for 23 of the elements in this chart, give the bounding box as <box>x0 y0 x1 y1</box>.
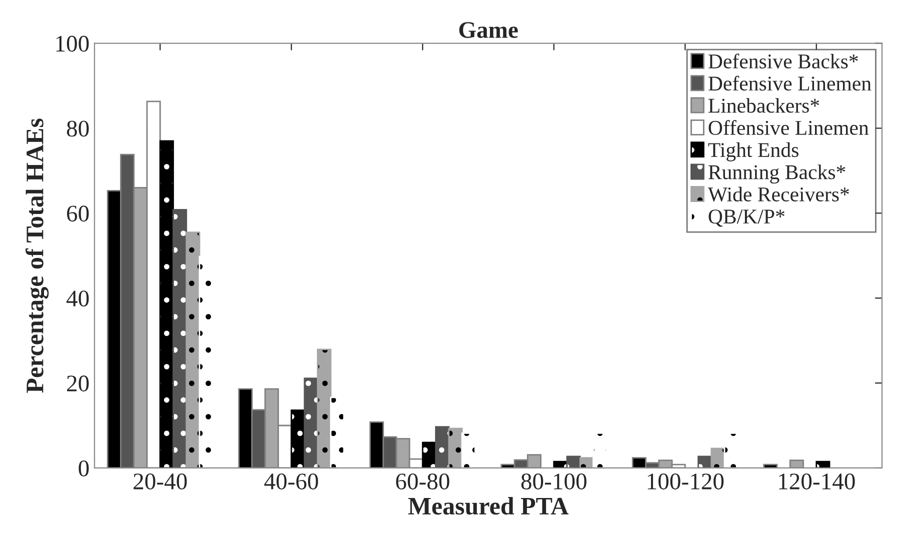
x-tick-label: 100-120 <box>648 474 724 490</box>
legend-label: Tight Ends <box>708 142 798 162</box>
x-tick-label: 60-80 <box>396 474 450 490</box>
y-tick-label: 100 <box>56 36 89 52</box>
y-tick-label: 60 <box>67 206 89 222</box>
legend-label: Linebackers* <box>708 98 820 113</box>
y-tick-label: 20 <box>67 376 89 392</box>
x-tick-label: 80-100 <box>521 474 586 490</box>
x-tick-label: 20-40 <box>134 474 187 490</box>
legend-label: Defensive Backs* <box>708 54 858 68</box>
y-tick-label: 0 <box>78 460 89 476</box>
legend-label: Offensive Linemen <box>708 120 869 135</box>
chart-title: Game <box>459 22 518 38</box>
legend-label: Running Backs* <box>708 164 846 184</box>
y-tick-label: 80 <box>66 120 89 137</box>
y-axis-title: Percentage of Total HAEs <box>26 118 49 393</box>
x-axis-title: Measured PTA <box>408 497 569 515</box>
legend-label: Wide Receivers* <box>708 186 849 202</box>
legend-label: QB/K/P* <box>708 210 784 227</box>
x-tick-label: 40-60 <box>264 474 318 490</box>
legend-label: Defensive Linemen <box>708 76 872 91</box>
y-tick-label: 40 <box>66 290 89 307</box>
x-tick-label: 120-140 <box>779 474 855 490</box>
